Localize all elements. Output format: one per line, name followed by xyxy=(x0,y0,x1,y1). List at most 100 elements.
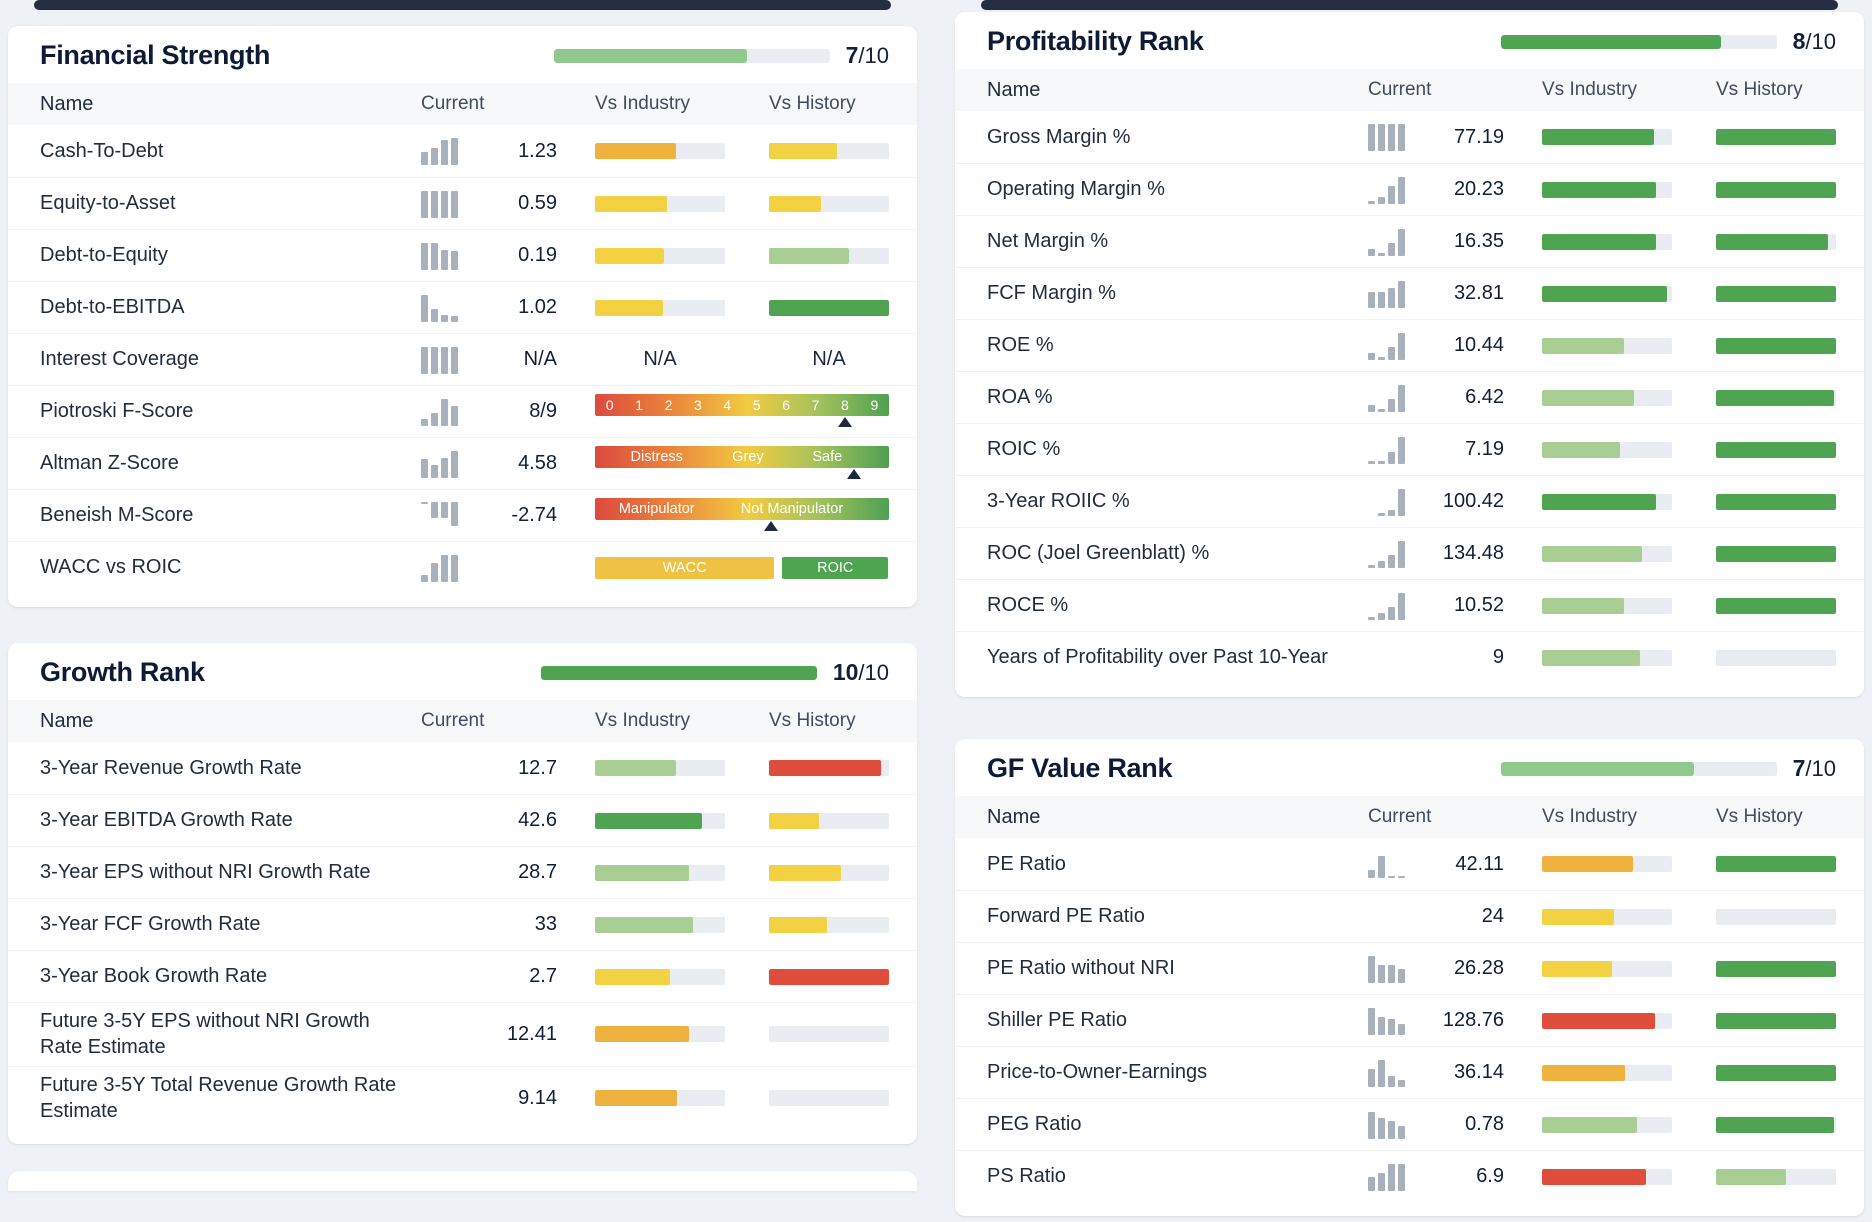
table-row: ROA % 6.42 xyxy=(955,371,1864,423)
metric-name[interactable]: 3-Year Book Growth Rate xyxy=(40,965,268,988)
metric-name[interactable]: PE Ratio without NRI xyxy=(987,957,1175,980)
table-row: ROC (Joel Greenblatt) % 134.48 xyxy=(955,527,1864,579)
metric-name[interactable]: Future 3-5Y EPS without NRI Growth Rate … xyxy=(40,1010,370,1059)
vs-industry-bar-track xyxy=(595,864,725,881)
metric-name[interactable]: Piotroski F-Score xyxy=(40,400,194,423)
metric-name[interactable]: Beneish M-Score xyxy=(40,504,194,527)
mini-histogram-icon[interactable] xyxy=(421,554,465,582)
vs-history-bar-fill xyxy=(1716,856,1836,872)
vs-history-bar-fill xyxy=(1716,285,1836,302)
table-row: Operating Margin % 20.23 xyxy=(955,163,1864,215)
mini-histogram-icon[interactable] xyxy=(1368,540,1412,568)
mini-histogram-icon[interactable] xyxy=(421,294,465,322)
metric-value: 16.35 xyxy=(1453,230,1504,252)
metric-name[interactable]: Debt-to-Equity xyxy=(40,244,168,267)
metric-name[interactable]: Years of Profitability over Past 10-Year xyxy=(987,646,1328,669)
metric-name[interactable]: Forward PE Ratio xyxy=(987,905,1145,928)
metric-name[interactable]: Altman Z-Score xyxy=(40,452,179,475)
metric-value: 1.23 xyxy=(518,139,557,162)
panel-title: Financial Strength xyxy=(40,40,271,70)
metric-name[interactable]: ROA % xyxy=(987,386,1053,409)
mini-histogram-icon[interactable] xyxy=(1368,332,1412,360)
metric-name[interactable]: Price-to-Owner-Earnings xyxy=(987,1061,1208,1084)
mini-histogram-icon[interactable] xyxy=(1368,384,1412,412)
mini-histogram-icon[interactable] xyxy=(421,450,465,478)
vs-history-bar xyxy=(769,1090,889,1107)
mini-histogram-icon[interactable] xyxy=(421,190,465,218)
metric-name[interactable]: 3-Year ROIIC % xyxy=(987,490,1130,513)
panel-gf-value-rank: GF Value Rank 7/10 Name Current Vs Indus… xyxy=(955,739,1864,1216)
mini-histogram-icon[interactable] xyxy=(1368,280,1412,308)
mini-histogram-icon[interactable] xyxy=(421,398,465,426)
metric-name[interactable]: Interest Coverage xyxy=(40,348,199,371)
vs-history-bar-track xyxy=(769,247,889,264)
metric-name[interactable]: WACC vs ROIC xyxy=(40,556,182,579)
metric-name[interactable]: FCF Margin % xyxy=(987,282,1116,305)
mini-histogram-icon xyxy=(1368,644,1412,672)
mini-histogram-icon[interactable] xyxy=(1368,1059,1412,1087)
mini-histogram-icon[interactable] xyxy=(1368,176,1412,204)
metric-name[interactable]: PEG Ratio xyxy=(987,1113,1082,1136)
mini-histogram-icon[interactable] xyxy=(1368,955,1412,983)
metric-name[interactable]: Gross Margin % xyxy=(987,125,1131,148)
vs-industry-bar-track xyxy=(595,760,725,776)
metric-name[interactable]: Operating Margin % xyxy=(987,178,1165,201)
metric-name[interactable]: Net Margin % xyxy=(987,230,1109,253)
score-indicator: 7/10 xyxy=(1500,755,1836,782)
table-row: FCF Margin % 32.81 xyxy=(955,267,1864,319)
metric-name[interactable]: 3-Year EBITDA Growth Rate xyxy=(40,809,293,832)
mini-histogram-icon[interactable] xyxy=(421,501,465,530)
metric-name[interactable]: ROE % xyxy=(987,334,1054,357)
mini-histogram-icon[interactable] xyxy=(1368,436,1412,464)
wacc-roic-container: WACC ROIC xyxy=(595,556,889,579)
vs-industry-bar-fill xyxy=(1542,597,1624,614)
table-row: Forward PE Ratio 24 xyxy=(955,890,1864,942)
column-header-vs-history: Vs History xyxy=(1716,79,1803,100)
vs-history-bar-track xyxy=(1716,441,1836,458)
metric-name[interactable]: ROIC % xyxy=(987,438,1061,461)
metric-value: 0.59 xyxy=(518,192,557,214)
vs-history-bar-track xyxy=(1716,233,1836,250)
metric-name[interactable]: ROC (Joel Greenblatt) % xyxy=(987,542,1210,565)
metric-value: 7.19 xyxy=(1465,438,1504,460)
metric-name[interactable]: 3-Year FCF Growth Rate xyxy=(40,913,261,936)
metric-name[interactable]: ROCE % xyxy=(987,594,1069,617)
mini-histogram-icon[interactable] xyxy=(421,242,465,270)
scale-marker-icon xyxy=(764,520,779,531)
score-indicator: 8/10 xyxy=(1500,28,1836,55)
vs-history-bar-fill xyxy=(1716,960,1836,977)
mini-histogram-icon[interactable] xyxy=(1368,228,1412,256)
mini-histogram-icon[interactable] xyxy=(1368,850,1412,878)
mini-histogram-icon[interactable] xyxy=(1368,1007,1412,1035)
metric-name[interactable]: Equity-to-Asset xyxy=(40,192,176,215)
metric-name[interactable]: PS Ratio xyxy=(987,1165,1066,1188)
vs-history-bar-fill xyxy=(769,299,889,316)
mini-histogram-icon[interactable] xyxy=(1368,1111,1412,1139)
vs-history-bar-fill xyxy=(1716,181,1836,198)
scale-number: 2 xyxy=(664,396,673,413)
metric-name[interactable]: 3-Year Revenue Growth Rate xyxy=(40,756,302,779)
metric-value: 8/9 xyxy=(529,400,557,422)
metric-name[interactable]: 3-Year EPS without NRI Growth Rate xyxy=(40,861,371,884)
metric-name[interactable]: PE Ratio xyxy=(987,852,1066,875)
mini-histogram-icon[interactable] xyxy=(1368,1163,1412,1191)
vs-industry-bar-track xyxy=(595,812,725,829)
metric-name[interactable]: Future 3-5Y Total Revenue Growth Rate Es… xyxy=(40,1073,397,1123)
mini-histogram-icon[interactable] xyxy=(421,346,465,374)
metric-name[interactable]: Cash-To-Debt xyxy=(40,139,164,162)
scale-number-labels: 0 1 2 3 4 5 6 7 8 9 xyxy=(595,394,889,416)
metric-name[interactable]: Shiller PE Ratio xyxy=(987,1009,1128,1032)
vs-industry-bar-track xyxy=(1542,1064,1672,1081)
table-row: Altman Z-Score 4.58 Distress Grey Safe xyxy=(8,437,917,489)
table-row: Debt-to-Equity 0.19 xyxy=(8,229,917,281)
vs-industry-bar-track xyxy=(595,247,725,264)
vs-industry-bar xyxy=(595,1026,725,1043)
mini-histogram-icon[interactable] xyxy=(1368,488,1412,516)
mini-histogram-icon[interactable] xyxy=(1368,592,1412,620)
vs-industry-bar-track xyxy=(595,1026,725,1043)
mini-histogram-icon[interactable] xyxy=(1368,123,1412,151)
vs-industry-bar-fill xyxy=(1542,181,1657,198)
table-row: Years of Profitability over Past 10-Year… xyxy=(955,631,1864,683)
mini-histogram-icon[interactable] xyxy=(421,137,465,165)
metric-name[interactable]: Debt-to-EBITDA xyxy=(40,296,185,319)
